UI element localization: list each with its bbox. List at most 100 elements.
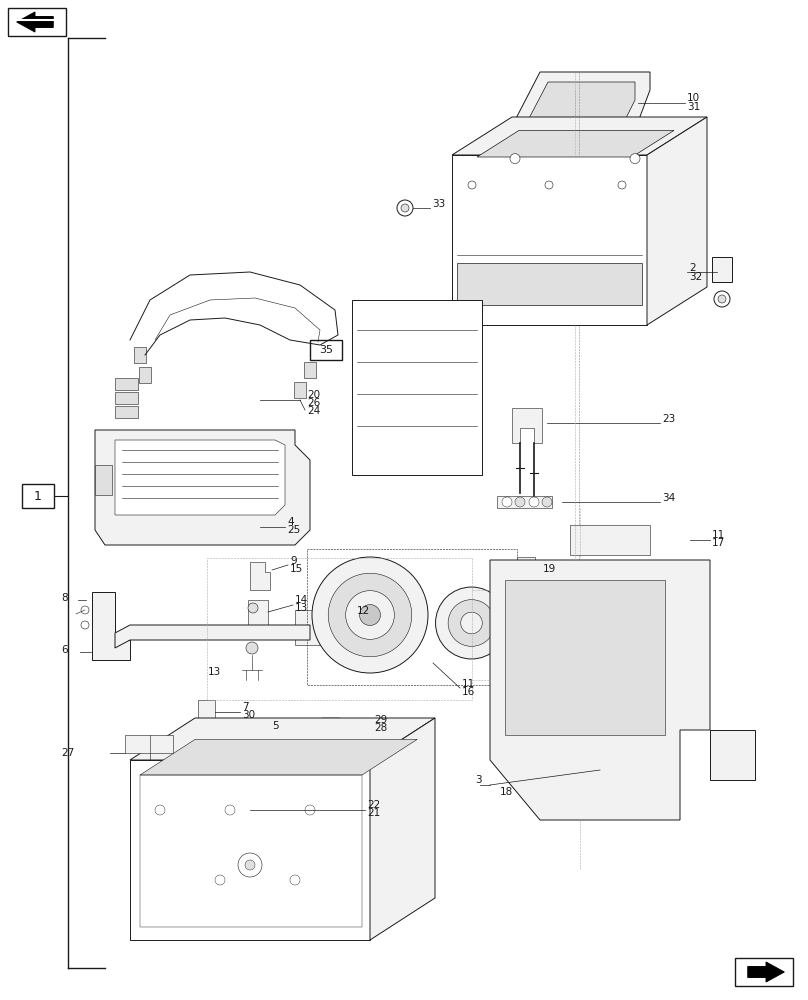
Text: 33: 33 (432, 199, 445, 209)
Bar (570, 525, 650, 555)
Circle shape (290, 875, 300, 885)
Circle shape (246, 642, 258, 654)
Circle shape (346, 591, 394, 639)
Circle shape (245, 860, 255, 870)
Polygon shape (452, 117, 707, 155)
Text: 20: 20 (307, 390, 320, 400)
Polygon shape (17, 12, 53, 32)
Text: 11: 11 (462, 679, 475, 689)
Circle shape (529, 497, 539, 507)
Polygon shape (322, 718, 355, 750)
Text: 14: 14 (295, 595, 308, 605)
Polygon shape (505, 580, 665, 735)
Circle shape (401, 204, 409, 212)
Text: 26: 26 (307, 398, 320, 408)
Polygon shape (115, 378, 138, 390)
Polygon shape (140, 739, 417, 775)
Circle shape (397, 200, 413, 216)
Circle shape (360, 605, 381, 625)
Circle shape (81, 621, 89, 629)
Text: 10: 10 (687, 93, 700, 103)
Circle shape (545, 181, 553, 189)
Polygon shape (130, 718, 435, 760)
Polygon shape (92, 592, 130, 660)
Bar (735, 958, 793, 986)
Text: 2: 2 (689, 263, 696, 273)
Text: 29: 29 (374, 715, 387, 725)
Circle shape (468, 181, 476, 189)
Polygon shape (477, 130, 674, 157)
Text: 8: 8 (61, 593, 68, 603)
Polygon shape (134, 347, 146, 363)
Text: 35: 35 (319, 345, 333, 355)
Bar (310, 340, 342, 360)
Polygon shape (525, 82, 635, 126)
Circle shape (238, 853, 262, 877)
Text: 17: 17 (712, 538, 726, 548)
Circle shape (312, 557, 428, 673)
Polygon shape (95, 465, 112, 495)
Polygon shape (497, 496, 552, 508)
Polygon shape (512, 408, 542, 443)
Circle shape (618, 181, 626, 189)
Polygon shape (95, 430, 310, 545)
Text: 34: 34 (662, 493, 675, 503)
Circle shape (248, 603, 258, 613)
Text: 31: 31 (687, 102, 701, 112)
Circle shape (515, 497, 525, 507)
Text: 4: 4 (287, 517, 293, 527)
Text: 3: 3 (475, 775, 482, 785)
Polygon shape (248, 600, 268, 625)
Text: 23: 23 (662, 414, 675, 424)
Circle shape (714, 291, 730, 307)
Bar (22, 484, 54, 508)
Polygon shape (115, 440, 285, 515)
Circle shape (542, 497, 552, 507)
Text: 32: 32 (689, 272, 702, 282)
Circle shape (225, 805, 235, 815)
Text: 12: 12 (357, 606, 370, 616)
Bar (140, 775, 362, 927)
Text: 24: 24 (307, 406, 320, 416)
Circle shape (502, 497, 512, 507)
Polygon shape (370, 718, 435, 940)
Polygon shape (510, 130, 652, 148)
Circle shape (461, 612, 482, 634)
Text: 21: 21 (367, 808, 381, 818)
Circle shape (630, 154, 640, 164)
Polygon shape (115, 625, 310, 648)
Bar (125, 735, 173, 753)
Polygon shape (710, 730, 755, 780)
Polygon shape (295, 610, 330, 645)
Polygon shape (490, 560, 710, 820)
Circle shape (215, 875, 225, 885)
Text: 11: 11 (712, 530, 726, 540)
Text: 9: 9 (290, 556, 297, 566)
Bar (307, 549, 517, 685)
Polygon shape (115, 406, 138, 418)
Text: 27: 27 (61, 748, 75, 758)
Circle shape (436, 587, 507, 659)
Polygon shape (139, 367, 151, 383)
Bar (517, 557, 536, 569)
Text: 6: 6 (61, 645, 68, 655)
Circle shape (718, 295, 726, 303)
Text: 7: 7 (242, 702, 249, 712)
Polygon shape (304, 362, 316, 378)
Polygon shape (250, 562, 270, 590)
Text: 5: 5 (272, 721, 279, 731)
Polygon shape (198, 700, 215, 725)
Bar (457, 263, 642, 305)
Polygon shape (647, 117, 707, 325)
Polygon shape (452, 155, 647, 325)
Polygon shape (712, 257, 732, 282)
Text: 28: 28 (374, 723, 387, 733)
Polygon shape (510, 72, 650, 130)
Text: 30: 30 (242, 710, 255, 720)
Circle shape (81, 606, 89, 614)
Circle shape (510, 154, 520, 164)
Text: 22: 22 (367, 800, 381, 810)
Circle shape (328, 573, 412, 657)
Text: 19: 19 (542, 564, 556, 574)
Text: 15: 15 (290, 564, 303, 574)
